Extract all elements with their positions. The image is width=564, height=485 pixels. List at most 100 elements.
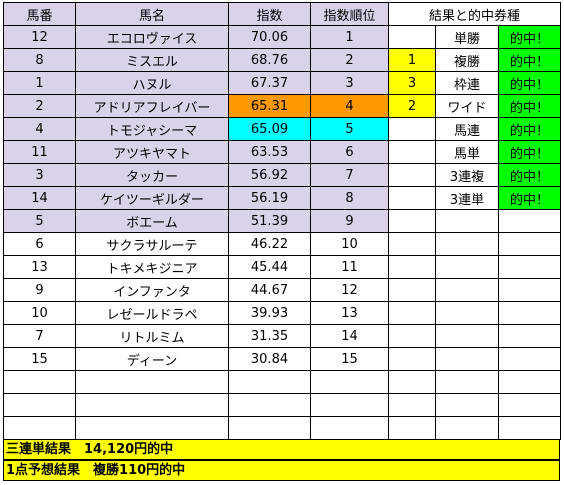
shisu-cell: [228, 393, 311, 417]
result-sheet: 馬番 馬名 指数 指数順位 結果と的中券種 12 エコロヴァイス 70.06 1 単勝的…: [3, 2, 561, 440]
shisu-cell: 30.84: [228, 347, 311, 371]
shisu-cell: 39.93: [228, 301, 311, 325]
table-row: [3, 416, 561, 440]
shisu-cell: [228, 370, 311, 394]
table-row: 5 ボエーム 51.39 9: [3, 209, 561, 233]
hit-cell: [498, 370, 561, 394]
mark-cell: [388, 255, 436, 279]
table-row: 15 ディーン 30.84 15: [3, 347, 561, 371]
table-row: 2 アドリアフレイバー 65.31 4 2 ワイド 的中！: [3, 94, 561, 118]
shisu-cell: 56.92: [228, 163, 311, 187]
bet-type-cell: 馬連: [435, 117, 499, 141]
shisu-cell: 31.35: [228, 324, 311, 348]
table-row: 11 アツキヤマト 63.53 6 馬単 的中！: [3, 140, 561, 164]
umaban-cell: 10: [3, 301, 76, 325]
shisu-cell: [228, 416, 311, 440]
mark-cell: [388, 25, 436, 49]
rank-cell: 10: [310, 232, 389, 256]
mark-cell: 3: [388, 71, 436, 95]
hit-cell: 的中！: [498, 48, 561, 72]
mark-cell: [388, 278, 436, 302]
table-row: 12 エコロヴァイス 70.06 1 単勝 的中！: [3, 25, 561, 49]
horse-name-cell: [75, 416, 229, 440]
hit-cell: 的中！: [498, 71, 561, 95]
table-row: 1 ハヌル 67.37 3 3 枠連 的中！: [3, 71, 561, 95]
table-row: 8 ミスエル 68.76 2 1 複勝 的中！: [3, 48, 561, 72]
table-row: [3, 370, 561, 394]
table-row: 3 タッカー 56.92 7 3連複 的中！: [3, 163, 561, 187]
bet-type-cell: 馬単: [435, 140, 499, 164]
bet-type-cell: [435, 370, 499, 394]
mark-cell: 2: [388, 94, 436, 118]
header-shisu: 指数: [228, 2, 311, 26]
bet-type-cell: 3連単: [435, 186, 499, 210]
bet-type-cell: [435, 416, 499, 440]
mark-cell: [388, 301, 436, 325]
mark-cell: [388, 416, 436, 440]
bet-type-cell: [435, 393, 499, 417]
table-row: 4 トモジャシーマ 65.09 5 馬連 的中！: [3, 117, 561, 141]
horse-name-cell: アツキヤマト: [75, 140, 229, 164]
umaban-cell: 13: [3, 255, 76, 279]
rank-cell: 3: [310, 71, 389, 95]
umaban-cell: [3, 393, 76, 417]
umaban-cell: 8: [3, 48, 76, 72]
mark-cell: [388, 347, 436, 371]
hit-cell: [498, 347, 561, 371]
rank-cell: 4: [310, 94, 389, 118]
bet-type-cell: ワイド: [435, 94, 499, 118]
shisu-cell: 56.19: [228, 186, 311, 210]
table-body: 12 エコロヴァイス 70.06 1 単勝 的中！ 8 ミスエル 68.76 2 1 複勝 的中！ 1 ハヌ…: [3, 25, 561, 440]
horse-name-cell: レゼールドラペ: [75, 301, 229, 325]
horse-name-cell: ボエーム: [75, 209, 229, 233]
rank-cell: 7: [310, 163, 389, 187]
umaban-cell: 11: [3, 140, 76, 164]
shisu-cell: 70.06: [228, 25, 311, 49]
umaban-cell: 12: [3, 25, 76, 49]
hit-cell: [498, 416, 561, 440]
bet-type-cell: [435, 324, 499, 348]
bet-type-cell: [435, 232, 499, 256]
rank-cell: 12: [310, 278, 389, 302]
shisu-cell: 65.09: [228, 117, 311, 141]
horse-name-cell: ミスエル: [75, 48, 229, 72]
bet-type-cell: [435, 278, 499, 302]
table-row: 6 サクラサルーテ 46.22 10: [3, 232, 561, 256]
umaban-cell: 9: [3, 278, 76, 302]
rank-cell: 15: [310, 347, 389, 371]
hit-cell: 的中！: [498, 186, 561, 210]
bet-type-cell: [435, 301, 499, 325]
hit-cell: 的中！: [498, 163, 561, 187]
mark-cell: [388, 209, 436, 233]
rank-cell: 8: [310, 186, 389, 210]
horse-name-cell: ケイツーギルダー: [75, 186, 229, 210]
rank-cell: 2: [310, 48, 389, 72]
rank-cell: 5: [310, 117, 389, 141]
mark-cell: [388, 232, 436, 256]
rank-cell: 11: [310, 255, 389, 279]
mark-cell: [388, 163, 436, 187]
bet-type-cell: [435, 209, 499, 233]
table-row: [3, 393, 561, 417]
table-row: 10 レゼールドラペ 39.93 13: [3, 301, 561, 325]
hit-cell: [498, 393, 561, 417]
hit-cell: [498, 209, 561, 233]
horse-name-cell: トキメキジニア: [75, 255, 229, 279]
horse-name-cell: タッカー: [75, 163, 229, 187]
mark-cell: [388, 186, 436, 210]
bet-type-cell: 複勝: [435, 48, 499, 72]
shisu-cell: 44.67: [228, 278, 311, 302]
mark-cell: [388, 324, 436, 348]
umaban-cell: 5: [3, 209, 76, 233]
mark-cell: [388, 393, 436, 417]
umaban-cell: 6: [3, 232, 76, 256]
shisu-cell: 63.53: [228, 140, 311, 164]
umaban-cell: 14: [3, 186, 76, 210]
umaban-cell: [3, 370, 76, 394]
table-row: 7 リトルミム 31.35 14: [3, 324, 561, 348]
bet-type-cell: [435, 255, 499, 279]
umaban-cell: 7: [3, 324, 76, 348]
horse-name-cell: トモジャシーマ: [75, 117, 229, 141]
table-row: 9 インファンタ 44.67 12: [3, 278, 561, 302]
rank-cell: 6: [310, 140, 389, 164]
